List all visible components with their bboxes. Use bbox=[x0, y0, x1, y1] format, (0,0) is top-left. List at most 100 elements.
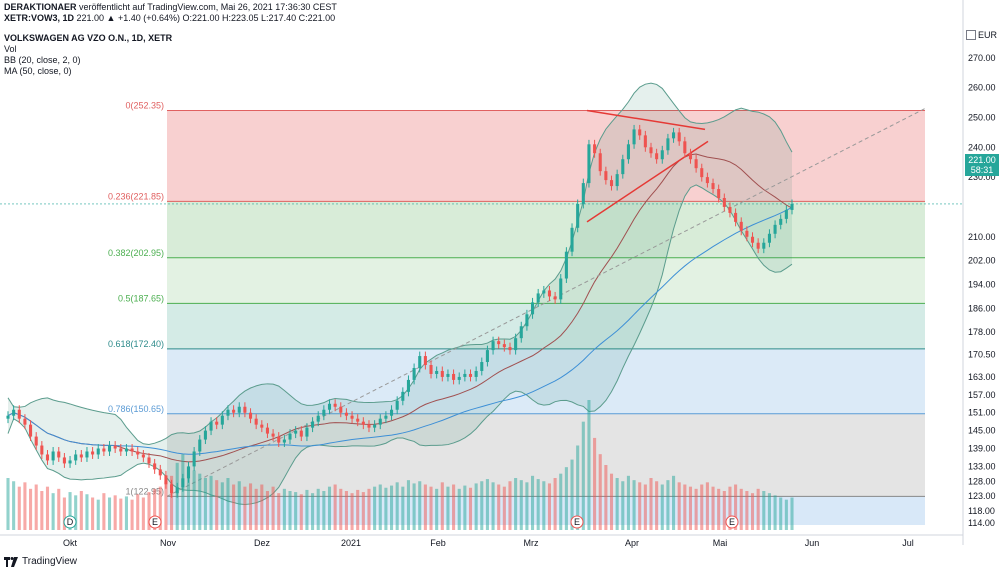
y-tick-label: 163.00 bbox=[968, 372, 996, 382]
volume-bar bbox=[147, 492, 151, 530]
volume-bar bbox=[463, 485, 467, 530]
volume-bar bbox=[17, 486, 21, 530]
volume-bar bbox=[158, 486, 162, 530]
candle bbox=[271, 433, 275, 437]
candle bbox=[491, 341, 495, 351]
volume-bar bbox=[237, 481, 241, 530]
candle bbox=[570, 227, 574, 252]
candle bbox=[457, 376, 461, 380]
x-tick-label: Nov bbox=[160, 538, 177, 548]
volume-bar bbox=[85, 494, 89, 530]
candle bbox=[68, 460, 72, 464]
volume-bar bbox=[389, 485, 394, 530]
y-tick-label: 178.00 bbox=[968, 327, 996, 337]
candle bbox=[745, 230, 749, 237]
event-marker-icon bbox=[63, 515, 77, 529]
candle bbox=[463, 373, 467, 377]
volume-bar bbox=[23, 482, 27, 530]
candle bbox=[508, 347, 512, 351]
x-tick-label: Dez bbox=[254, 538, 271, 548]
volume-bar bbox=[655, 481, 659, 530]
fib-label: 0.786(150.65) bbox=[108, 404, 164, 414]
candle bbox=[57, 451, 61, 458]
indicator-vol[interactable]: Vol bbox=[4, 44, 17, 54]
candle bbox=[423, 356, 427, 366]
candle bbox=[666, 138, 670, 151]
candle bbox=[621, 159, 625, 175]
volume-bar bbox=[559, 473, 563, 530]
candle bbox=[311, 421, 315, 428]
volume-bar bbox=[790, 497, 794, 530]
volume-bar bbox=[531, 475, 535, 530]
fib-label: 0.5(187.65) bbox=[118, 293, 164, 303]
ma50-line bbox=[7, 206, 793, 455]
candle bbox=[23, 418, 27, 425]
candle bbox=[626, 144, 630, 160]
candle bbox=[186, 466, 191, 479]
volume-bar bbox=[756, 488, 760, 530]
volume-bar bbox=[282, 488, 286, 530]
volume-bar bbox=[553, 478, 557, 530]
candle bbox=[339, 406, 343, 413]
volume-bar bbox=[311, 493, 315, 530]
y-tick-label: 194.00 bbox=[968, 279, 996, 289]
candle bbox=[34, 436, 38, 446]
volume-bar bbox=[412, 483, 416, 530]
volume-bar bbox=[576, 445, 580, 530]
candle bbox=[243, 406, 247, 413]
volume-bar bbox=[581, 421, 585, 530]
candle bbox=[294, 430, 298, 434]
volume-bar bbox=[672, 475, 676, 530]
x-tick-label: Feb bbox=[430, 538, 446, 548]
candle bbox=[564, 251, 568, 279]
y-tick-label: 186.00 bbox=[968, 303, 996, 313]
volume-bar bbox=[615, 478, 619, 530]
volume-bar bbox=[593, 437, 597, 530]
volume-bar bbox=[198, 473, 202, 530]
footer-brand[interactable]: TradingView bbox=[4, 556, 77, 567]
candle bbox=[12, 409, 16, 416]
y-tick-label: 170.50 bbox=[968, 350, 996, 360]
candle bbox=[181, 478, 185, 488]
volume-bar bbox=[367, 488, 371, 530]
volume-bar bbox=[401, 486, 405, 530]
fib-label: 0(252.35) bbox=[125, 100, 164, 110]
y-tick-label: 139.00 bbox=[968, 444, 996, 454]
quote-values: 221.00 ▲ +1.40 (+0.64%) O:221.00 H:223.0… bbox=[74, 13, 336, 23]
volume-bar bbox=[96, 499, 100, 530]
y-tick-label: 210.00 bbox=[968, 232, 996, 242]
volume-bar bbox=[316, 488, 320, 530]
volume-bar bbox=[452, 484, 456, 530]
volume-bar bbox=[784, 499, 788, 530]
volume-bar bbox=[299, 494, 303, 530]
fib-zone bbox=[167, 110, 925, 202]
volume-bar bbox=[649, 478, 653, 530]
indicator-ma[interactable]: MA (50, close, 0) bbox=[4, 66, 72, 76]
candle bbox=[576, 203, 580, 228]
candle bbox=[102, 448, 106, 452]
event-marker-label: E bbox=[574, 517, 580, 527]
candle bbox=[525, 314, 529, 327]
volume-bar bbox=[226, 478, 230, 530]
volume-bar bbox=[192, 470, 196, 530]
candle bbox=[389, 409, 394, 416]
candle bbox=[547, 290, 552, 297]
candle bbox=[406, 379, 411, 392]
y-tick-label: 270.00 bbox=[968, 53, 996, 63]
candle bbox=[767, 233, 771, 243]
candle bbox=[435, 370, 439, 374]
volume-bar bbox=[750, 493, 755, 530]
candle bbox=[705, 177, 709, 184]
y-tick-label: 145.00 bbox=[968, 426, 996, 436]
volume-bar bbox=[130, 499, 134, 530]
volume-bar bbox=[502, 486, 506, 530]
event-marker-label: E bbox=[152, 517, 158, 527]
candle bbox=[418, 356, 422, 368]
candle bbox=[412, 367, 416, 380]
pattern-line-bottom bbox=[586, 140, 709, 223]
trendline bbox=[166, 108, 926, 497]
fib-label: 0.618(172.40) bbox=[108, 339, 164, 349]
candle bbox=[384, 415, 388, 419]
indicator-bb[interactable]: BB (20, close, 2, 0) bbox=[4, 55, 81, 65]
